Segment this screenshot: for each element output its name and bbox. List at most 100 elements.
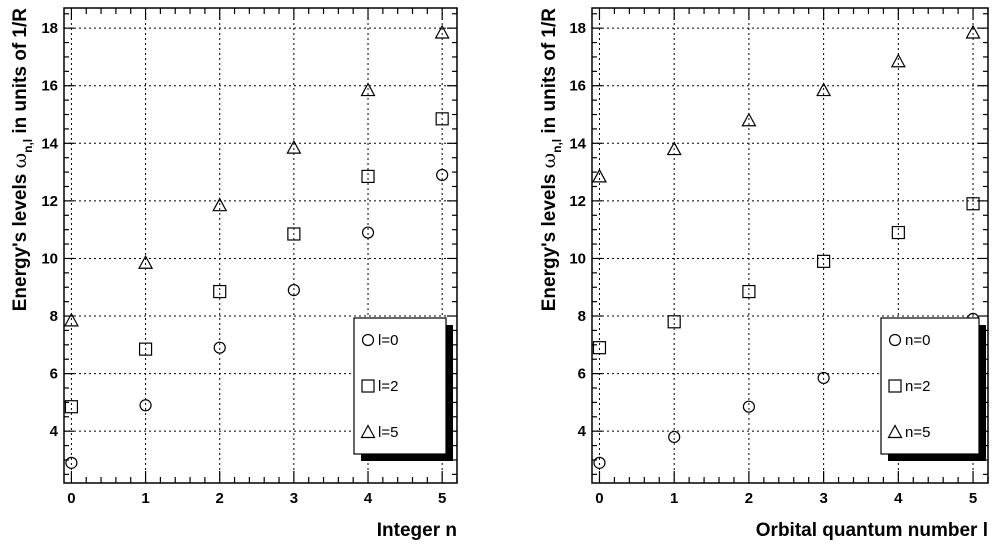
triangle-marker [212,197,228,212]
x-tick-label: 5 [438,490,446,507]
series-triangle [591,24,981,183]
triangle-marker [63,312,79,327]
legend: n=0 n=2 n=5 [880,317,986,461]
circle-marker [888,333,902,347]
square-marker [138,342,153,356]
y-tick-label: 12 [569,193,586,210]
triangle-marker [887,424,903,439]
legend: l=0 l=2 l=5 [353,317,453,461]
y-tick-label: 6 [578,366,586,383]
square-marker [435,112,449,126]
square-marker [888,379,902,393]
legend-entry-label: n=2 [905,378,930,395]
square-marker [592,341,607,355]
x-tick-label: 2 [216,490,224,507]
series-square [64,112,449,414]
legend-entry-label: n=0 [905,332,930,349]
y-tick-label: 4 [50,423,59,440]
series-triangle [63,24,450,327]
legend-entry-label: l=0 [378,332,398,349]
y-axis-title-subscript: n,l [21,139,35,153]
y-tick-label: 8 [50,308,58,325]
x-axis-title: Orbital quantum number l [756,520,988,541]
x-tick-label: 3 [290,490,298,507]
triangle-marker [434,24,450,39]
y-axis-title: Energy's levels ωn,l in units of 1/R [9,8,35,312]
y-tick-label: 6 [50,366,58,383]
y-tick-label: 8 [578,308,586,325]
square-marker [891,225,905,240]
plot-frame [591,7,989,484]
legend-box [880,317,980,455]
y-axis-title-symbol: ω [9,153,31,169]
plot-frame [63,7,458,484]
x-tick-label: 0 [67,490,75,507]
square-marker [361,169,375,184]
x-tick-label: 4 [894,490,903,507]
square-marker [213,284,227,299]
circle-marker [287,284,300,297]
circle-marker [213,341,226,354]
triangle-marker [360,424,376,439]
x-axis-title: Integer n [377,520,457,541]
y-tick-label: 16 [41,78,58,95]
y-axis-title-symbol: ω [538,153,560,169]
triangle-marker [286,139,302,154]
triangle-marker [591,168,607,183]
y-axis-title: Energy's levels ωn,l in units of 1/R [538,8,564,312]
circle-marker [436,168,449,182]
triangle-marker [741,112,757,127]
circle-marker [139,399,152,412]
y-axis-title-subscript: n,l [550,139,564,153]
y-axis-title-prefix: Energy's levels [10,168,31,311]
square-marker [817,254,831,268]
x-tick-label: 4 [364,490,373,507]
legend-box [353,317,447,455]
circle-marker [817,371,830,385]
y-axis-title-prefix: Energy's levels [539,168,560,311]
y-tick-label: 18 [569,20,586,37]
legend-entry-label: l=2 [378,378,398,395]
legend-entry-label: n=5 [905,424,930,441]
square-marker [361,379,375,393]
circle-marker [361,333,375,347]
x-tick-label: 0 [595,490,603,507]
circle-marker [361,226,375,239]
y-tick-label: 4 [578,423,587,440]
y-tick-label: 16 [569,78,586,95]
y-tick-label: 14 [41,135,58,152]
triangle-marker [138,255,154,269]
series-circle [65,168,449,469]
circle-marker [742,400,756,413]
y-tick-label: 10 [569,250,586,267]
y-tick-label: 14 [569,135,586,152]
square-marker [287,227,301,241]
series-square [592,197,980,355]
triangle-marker [360,82,376,97]
y-axis-title-suffix: in units of 1/R [539,8,560,139]
triangle-marker [816,82,832,97]
triangle-marker [890,53,906,68]
x-tick-label: 3 [819,490,827,507]
legend-entry-label: l=5 [378,424,398,441]
x-tick-label: 5 [969,490,977,507]
triangle-marker [965,24,981,39]
y-axis-title-suffix: in units of 1/R [10,8,31,139]
x-tick-label: 1 [141,490,149,507]
triangle-marker [666,141,682,156]
y-tick-label: 18 [41,20,58,37]
y-tick-label: 10 [41,250,58,267]
y-tick-label: 12 [41,193,58,210]
square-marker [64,400,79,414]
x-tick-label: 2 [745,490,753,507]
circle-marker [593,456,606,469]
square-marker [742,284,756,299]
square-marker [667,315,681,329]
circle-marker [668,430,681,444]
x-tick-label: 1 [670,490,678,507]
circle-marker [65,456,78,469]
